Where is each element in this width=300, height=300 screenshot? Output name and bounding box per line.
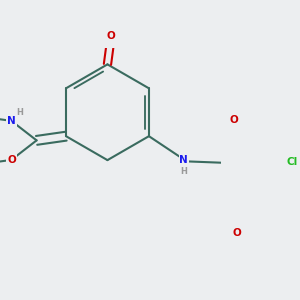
Text: N: N xyxy=(7,116,16,126)
Text: Cl: Cl xyxy=(286,157,298,167)
Text: H: H xyxy=(180,167,187,176)
Text: O: O xyxy=(233,228,242,239)
Text: O: O xyxy=(106,32,115,41)
Text: O: O xyxy=(7,155,16,165)
Text: H: H xyxy=(16,108,23,117)
Text: N: N xyxy=(179,155,188,165)
Text: O: O xyxy=(229,115,238,125)
